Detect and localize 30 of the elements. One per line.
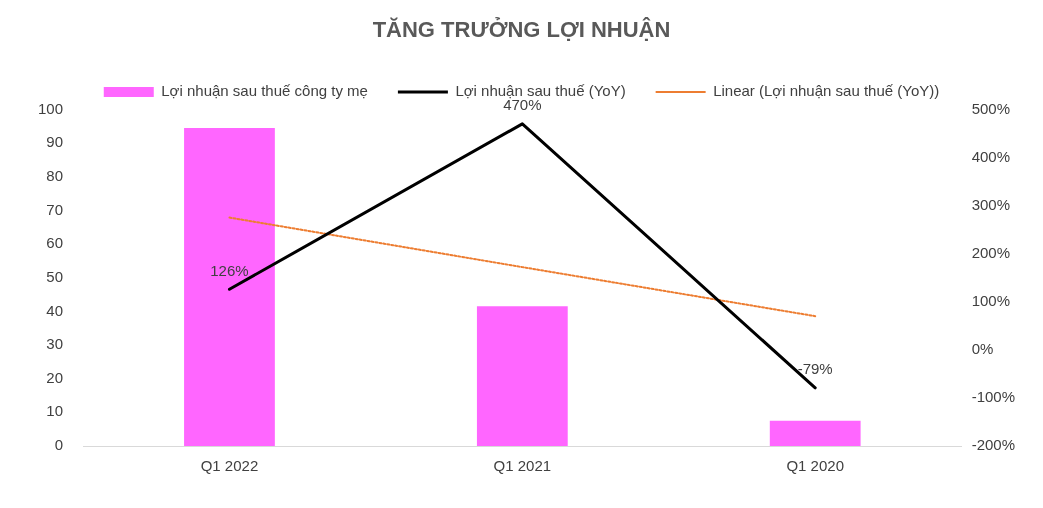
bar	[769, 420, 861, 446]
y2-tick-label: -200%	[971, 436, 1015, 454]
y-tick-label: 100	[38, 99, 64, 117]
bar	[476, 306, 568, 446]
legend-label: Linear (Lợi nhuận sau thuế (YoY))	[713, 82, 940, 100]
y2-tick-label: 400%	[971, 147, 1011, 165]
y2-tick-label: 500%	[971, 99, 1011, 117]
y-tick-label: 50	[46, 267, 64, 285]
y2-tick-label: -100%	[971, 388, 1015, 406]
y-tick-label: 20	[46, 368, 64, 386]
y2-tick-label: 0%	[971, 339, 994, 357]
x-tick-label: Q1 2022	[200, 457, 259, 475]
y-tick-label: 10	[46, 402, 64, 420]
y-tick-label: 40	[46, 301, 64, 319]
y-tick-label: 30	[46, 335, 64, 353]
y2-tick-label: 100%	[971, 291, 1011, 309]
y-tick-label: 0	[54, 436, 64, 454]
legend-label: Lợi nhuận sau thuế công ty mẹ	[161, 82, 368, 100]
y-tick-label: 70	[46, 200, 64, 218]
data-label: 126%	[210, 261, 249, 279]
bar	[184, 127, 275, 446]
y-tick-label: 80	[46, 166, 64, 184]
y2-tick-label: 200%	[971, 243, 1011, 261]
y-tick-label: 90	[46, 133, 64, 151]
x-tick-label: Q1 2021	[493, 457, 552, 475]
data-label: -79%	[797, 360, 833, 378]
x-tick-label: Q1 2020	[786, 457, 844, 475]
y-tick-label: 60	[46, 234, 64, 252]
y2-tick-label: 300%	[971, 195, 1011, 213]
chart-title: TĂNG TRƯỞNG LỢI NHUẬN	[372, 17, 671, 43]
